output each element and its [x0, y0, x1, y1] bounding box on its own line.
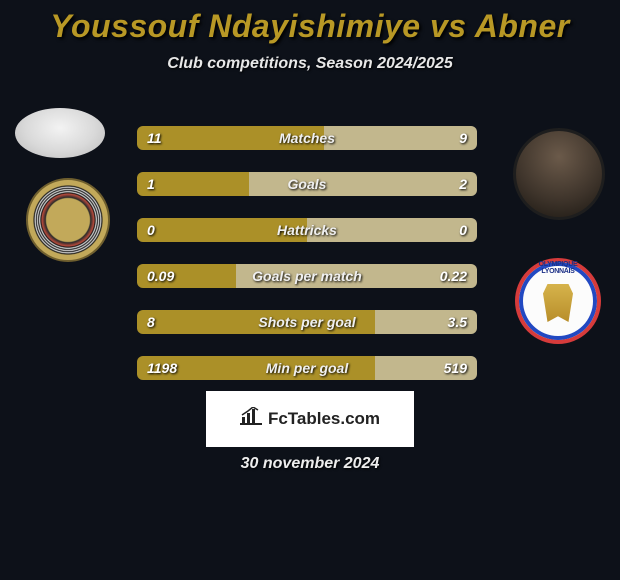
stat-label: Min per goal — [266, 360, 348, 376]
stat-row: 1 Goals 2 — [137, 172, 477, 196]
stat-label: Hattricks — [277, 222, 337, 238]
stat-label: Matches — [279, 130, 335, 146]
stat-bar-right — [249, 172, 477, 196]
stat-value-left: 0 — [147, 222, 155, 238]
stat-label: Shots per goal — [258, 314, 355, 330]
player-left-avatar — [15, 108, 105, 158]
club-crest-right-label: OLYMPIQUELYONNAIS — [518, 261, 598, 275]
stat-row: 1198 Min per goal 519 — [137, 356, 477, 380]
attribution-box: FcTables.com — [206, 391, 414, 447]
stat-row: 8 Shots per goal 3.5 — [137, 310, 477, 334]
stat-bars-container: 11 Matches 9 1 Goals 2 0 Hattricks 0 0.09 Goals pe… — [137, 126, 477, 402]
stat-label: Goals per match — [252, 268, 362, 284]
attribution-text: FcTables.com — [268, 409, 380, 429]
stat-bar-right — [324, 126, 477, 150]
stat-value-left: 0.09 — [147, 268, 174, 284]
chart-icon — [240, 407, 262, 431]
stat-value-right: 0 — [459, 222, 467, 238]
stat-value-right: 2 — [459, 176, 467, 192]
stat-value-right: 519 — [444, 360, 467, 376]
comparison-subtitle: Club competitions, Season 2024/2025 — [0, 55, 620, 73]
stat-value-right: 9 — [459, 130, 467, 146]
stat-value-left: 11 — [147, 130, 162, 146]
stat-row: 0.09 Goals per match 0.22 — [137, 264, 477, 288]
comparison-title: Youssouf Ndayishimiye vs Abner — [0, 0, 620, 45]
stat-label: Goals — [288, 176, 327, 192]
stat-value-left: 8 — [147, 314, 155, 330]
stat-value-left: 1 — [147, 176, 155, 192]
stat-value-right: 0.22 — [440, 268, 467, 284]
player-right-avatar — [513, 128, 605, 220]
club-crest-left — [26, 178, 110, 262]
stat-row: 0 Hattricks 0 — [137, 218, 477, 242]
stat-value-left: 1198 — [147, 360, 177, 376]
stat-row: 11 Matches 9 — [137, 126, 477, 150]
comparison-date: 30 november 2024 — [0, 455, 620, 473]
stat-value-right: 3.5 — [448, 314, 467, 330]
